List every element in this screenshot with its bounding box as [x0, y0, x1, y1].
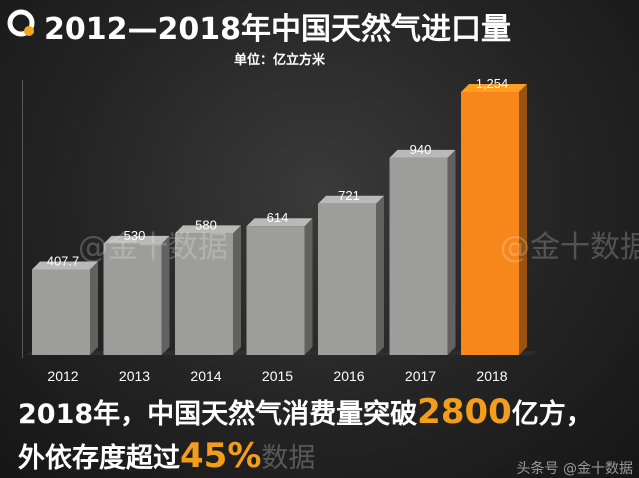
- bar-side: [376, 195, 384, 355]
- unit-label: 单位：亿立方米: [234, 53, 326, 68]
- bar-side: [233, 225, 241, 355]
- bar: [246, 226, 305, 355]
- footer-source: 头条号 @金十数据: [516, 461, 633, 477]
- bar: [461, 92, 519, 355]
- watermark-right: @金十数据: [500, 230, 639, 265]
- subline-prefix: 外依存度超过: [18, 443, 180, 474]
- bar: [175, 233, 233, 355]
- headline-prefix: 2018年，中国天然气消费量突破: [18, 399, 418, 430]
- x-tick-label: 2015: [262, 368, 293, 384]
- bar-top: [175, 225, 241, 234]
- bar-value-label: 721: [338, 188, 360, 203]
- headline-highlight: 2800: [417, 392, 512, 432]
- bar-value-label: 1,254: [476, 76, 509, 91]
- bar-top: [246, 218, 313, 227]
- bar: [318, 203, 376, 355]
- bar-side: [447, 149, 456, 355]
- headline: 2018年，中国天然气消费量突破2800亿方，: [18, 392, 593, 432]
- x-tick-label: 2012: [47, 368, 78, 384]
- x-tick-label: 2013: [119, 368, 150, 384]
- subline-watermark: 数据: [261, 443, 316, 474]
- bar-side: [304, 218, 313, 355]
- bar-value-label: 940: [410, 142, 432, 157]
- bar-side: [90, 261, 98, 355]
- bar-side: [161, 235, 170, 355]
- bar-top: [461, 84, 527, 92]
- bar-value-label: 580: [195, 217, 217, 232]
- bar: [389, 157, 448, 355]
- subline: 外依存度超过45%数据: [18, 436, 315, 476]
- bar-top: [103, 235, 170, 244]
- bar-side: [519, 84, 527, 355]
- bar: [32, 269, 90, 355]
- x-tick-label: 2014: [190, 368, 221, 384]
- subline-highlight: 45%: [180, 436, 262, 476]
- bar-top: [389, 149, 456, 158]
- watermark-left: @金十数据: [78, 230, 228, 265]
- bar-top: [318, 195, 384, 204]
- bar-value-label: 614: [267, 210, 289, 225]
- x-tick-label: 2017: [405, 368, 436, 384]
- chart-title: 2012—2018年中国天然气进口量: [44, 12, 511, 47]
- bar-value-label: 530: [124, 228, 146, 243]
- bar-top: [32, 261, 98, 270]
- bar-value-label: 407.7: [47, 253, 80, 268]
- x-tick-label: 2016: [333, 368, 364, 384]
- logo-icon: [7, 9, 35, 37]
- bar-chart: 407.7 2012 530 2013 580 2014 614 2015 721 2016 940…: [26, 76, 537, 384]
- axis-line: [22, 80, 23, 358]
- x-tick-label: 2018: [476, 368, 507, 384]
- bar: [103, 243, 162, 355]
- headline-suffix: 亿方，: [511, 399, 593, 430]
